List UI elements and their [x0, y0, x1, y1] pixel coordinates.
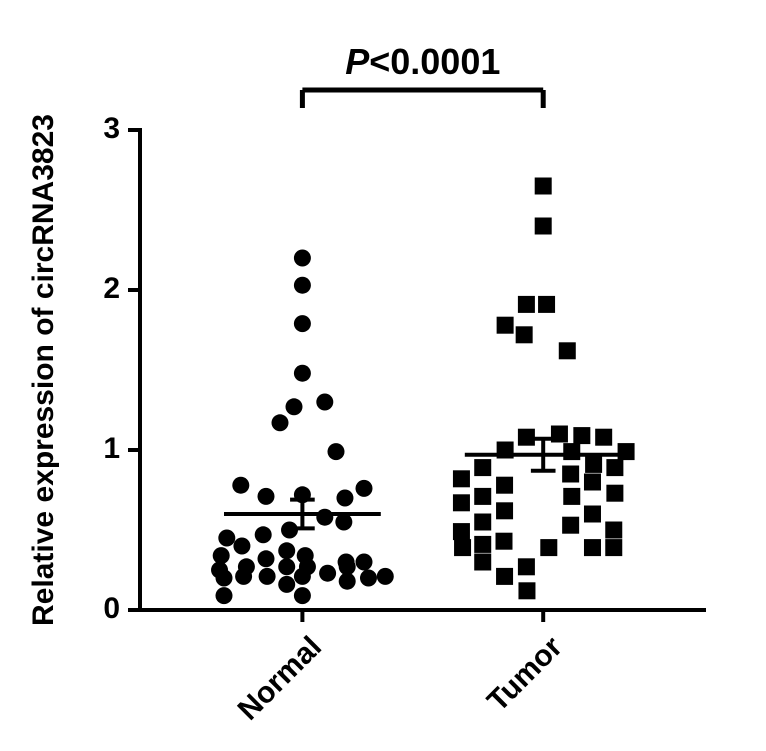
data-point	[518, 558, 535, 575]
y-tick-label: 3	[103, 112, 120, 145]
data-point	[316, 394, 333, 411]
data-point	[316, 509, 333, 526]
data-point	[338, 554, 355, 571]
data-point	[496, 533, 513, 550]
data-point	[584, 474, 601, 491]
data-point	[518, 582, 535, 599]
data-point	[255, 526, 272, 543]
data-point	[278, 542, 295, 559]
data-point	[595, 429, 612, 446]
data-point	[216, 570, 233, 587]
y-tick-label: 2	[103, 272, 120, 305]
y-tick-label: 0	[103, 592, 120, 625]
data-point	[238, 558, 255, 575]
data-point	[356, 554, 373, 571]
data-point	[585, 456, 602, 473]
data-point	[328, 443, 345, 460]
data-point	[474, 488, 491, 505]
data-point	[233, 538, 250, 555]
data-point	[497, 317, 514, 334]
data-point	[294, 277, 311, 294]
data-point	[605, 539, 622, 556]
data-point	[573, 427, 590, 444]
data-point	[336, 490, 353, 507]
data-point	[258, 488, 275, 505]
data-point	[535, 178, 552, 195]
data-point	[559, 342, 576, 359]
data-point	[496, 502, 513, 519]
data-point	[474, 554, 491, 571]
data-point	[453, 494, 470, 511]
data-point	[584, 539, 601, 556]
data-point	[294, 587, 311, 604]
data-point	[516, 326, 533, 343]
data-point	[294, 315, 311, 332]
data-point	[563, 488, 580, 505]
data-point	[294, 365, 311, 382]
data-point	[562, 517, 579, 534]
data-point	[454, 539, 471, 556]
data-point	[360, 570, 377, 587]
data-point	[453, 523, 470, 540]
y-axis-label: Relative expression of circRNA3823	[27, 114, 60, 626]
data-point	[562, 466, 579, 483]
pvalue-label: P<0.0001	[345, 41, 500, 82]
data-point	[606, 459, 623, 476]
data-point	[294, 250, 311, 267]
data-point	[232, 477, 249, 494]
data-point	[319, 565, 336, 582]
data-point	[496, 477, 513, 494]
data-point	[218, 530, 235, 547]
data-point	[474, 459, 491, 476]
data-point	[278, 558, 295, 575]
data-point	[535, 218, 552, 235]
data-point	[335, 514, 352, 531]
data-point	[356, 480, 373, 497]
data-point	[272, 414, 289, 431]
data-point	[474, 536, 491, 553]
data-point	[258, 550, 275, 567]
data-point	[618, 443, 635, 460]
data-point	[540, 539, 557, 556]
data-point	[377, 568, 394, 585]
data-point	[297, 547, 314, 564]
data-point	[453, 470, 470, 487]
data-point	[213, 547, 230, 564]
data-point	[286, 398, 303, 415]
data-point	[259, 568, 276, 585]
data-point	[606, 485, 623, 502]
data-point	[605, 522, 622, 539]
data-point	[216, 587, 233, 604]
data-point	[584, 506, 601, 523]
data-point	[496, 568, 513, 585]
data-point	[538, 296, 555, 313]
data-point	[518, 296, 535, 313]
y-tick-label: 1	[103, 432, 120, 465]
data-point	[563, 443, 580, 460]
data-point	[474, 514, 491, 531]
data-point	[278, 576, 295, 593]
scatter-chart: 0123Relative expression of circRNA3823No…	[0, 0, 766, 751]
